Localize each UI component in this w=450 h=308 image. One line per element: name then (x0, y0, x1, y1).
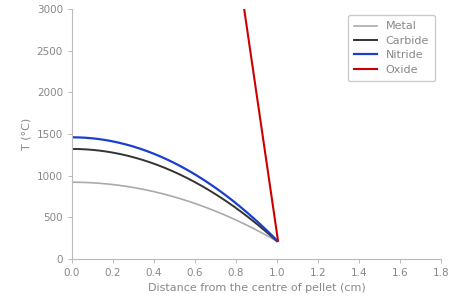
Carbide (180, 174, 185, 178)
Carbide (168, 168, 173, 172)
Metal (270, 237, 275, 240)
Nitride (166, 159, 172, 162)
Carbide (270, 235, 275, 239)
X-axis label: Distance from the centre of pellet (cm): Distance from the centre of pellet (cm) (148, 283, 365, 293)
Nitride (237, 205, 243, 209)
Carbide (166, 168, 172, 172)
Carbide (69, 147, 75, 151)
Metal (274, 239, 280, 243)
Nitride (168, 159, 173, 163)
Metal (237, 220, 243, 224)
Nitride (274, 239, 280, 242)
Nitride (270, 234, 275, 237)
Legend: Metal, Carbide, Nitride, Oxide: Metal, Carbide, Nitride, Oxide (347, 15, 436, 81)
Line: Carbide: Carbide (72, 149, 277, 241)
Metal (180, 198, 185, 201)
Metal (168, 194, 173, 198)
Nitride (69, 136, 75, 139)
Metal (191, 201, 197, 205)
Line: Metal: Metal (72, 182, 277, 241)
Carbide (274, 239, 280, 243)
Carbide (237, 209, 243, 213)
Y-axis label: T (°C): T (°C) (21, 118, 31, 150)
Nitride (180, 166, 185, 169)
Nitride (191, 172, 197, 176)
Carbide (191, 180, 197, 184)
Line: Nitride: Nitride (72, 137, 277, 241)
Metal (166, 194, 172, 197)
Metal (69, 180, 75, 184)
